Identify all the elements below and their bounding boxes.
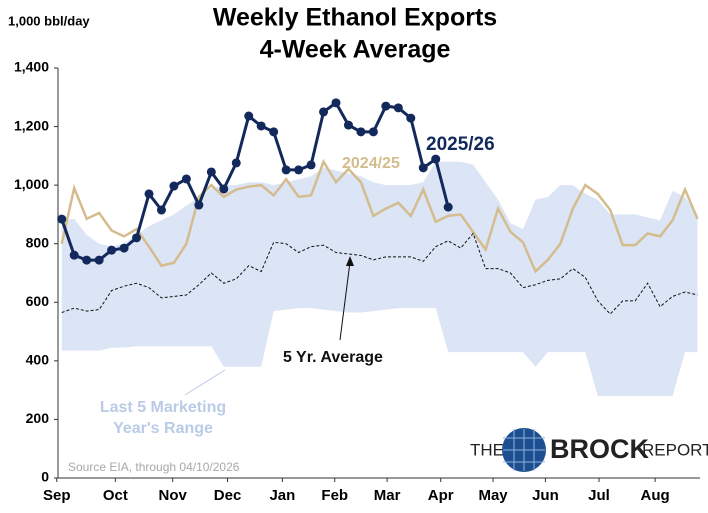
chart-title: 4-Week Average [260, 36, 451, 64]
x-tick-label: Dec [214, 487, 242, 504]
data-point [294, 165, 304, 175]
y-tick-label: 200 [26, 410, 50, 426]
data-point [181, 174, 191, 184]
range-band [61, 161, 698, 396]
data-point [381, 101, 391, 111]
data-point [156, 205, 166, 215]
data-point [132, 233, 142, 243]
data-point [194, 200, 204, 210]
data-point [368, 127, 378, 137]
y-tick-label: 1,200 [14, 117, 49, 133]
x-tick-label: Nov [159, 487, 188, 504]
series-label: 2025/26 [426, 134, 495, 155]
x-tick-label: Apr [428, 487, 454, 504]
series-label: 2024/25 [342, 155, 400, 172]
x-tick-label: Jun [532, 487, 559, 504]
chart-title: Weekly Ethanol Exports [213, 4, 497, 32]
data-point [57, 214, 67, 224]
y-unit-label: 1,000 bbl/day [8, 13, 90, 28]
annotation-arrow [339, 261, 351, 341]
logo-text: BROCK [550, 434, 649, 464]
x-tick-label: Sep [43, 487, 71, 504]
data-point [443, 202, 453, 212]
series-line [60, 158, 699, 274]
logo: THE BROCK REPORT [470, 428, 708, 472]
data-point [431, 154, 441, 164]
data-point [219, 184, 229, 194]
x-tick-label: Feb [321, 487, 348, 504]
data-point [356, 127, 366, 137]
x-tick-label: Jan [269, 487, 295, 504]
data-point [82, 255, 92, 265]
data-point [319, 107, 329, 117]
x-tick-label: Aug [641, 487, 670, 504]
series-line [61, 232, 698, 315]
data-point [343, 120, 353, 130]
data-point [306, 160, 316, 170]
logo-text: THE [470, 440, 504, 459]
data-point [231, 158, 241, 168]
data-point [206, 167, 216, 177]
data-point [169, 181, 179, 191]
data-point [331, 98, 341, 108]
data-point [69, 250, 79, 260]
range-label: Last 5 Marketing [100, 399, 226, 416]
annotation-arrowhead [346, 256, 354, 266]
y-tick-label: 1,400 [14, 59, 49, 75]
data-point [107, 245, 117, 255]
data-point [256, 121, 266, 131]
y-tick-label: 1,000 [14, 176, 49, 192]
range-label: Year's Range [113, 420, 213, 437]
source-note: Source EIA, through 04/10/2026 [68, 460, 240, 474]
logo-text: REPORT [642, 440, 708, 459]
y-tick-label: 600 [26, 293, 50, 309]
x-tick-label: May [478, 487, 508, 504]
data-point [406, 113, 416, 123]
data-point [144, 189, 154, 199]
data-point [244, 111, 254, 121]
data-point [281, 165, 291, 175]
data-point [418, 163, 428, 173]
y-tick-label: 800 [26, 234, 50, 250]
annotation-arrow [184, 369, 226, 396]
y-tick-label: 0 [41, 469, 49, 485]
series-label: 5 Yr. Average [283, 349, 383, 366]
x-tick-label: Oct [103, 487, 128, 504]
y-tick-label: 400 [26, 352, 50, 368]
data-point [269, 127, 279, 137]
x-tick-label: Mar [374, 487, 401, 504]
data-point [393, 103, 403, 113]
x-tick-label: Jul [588, 487, 610, 504]
data-point [94, 255, 104, 265]
data-point [119, 243, 129, 253]
